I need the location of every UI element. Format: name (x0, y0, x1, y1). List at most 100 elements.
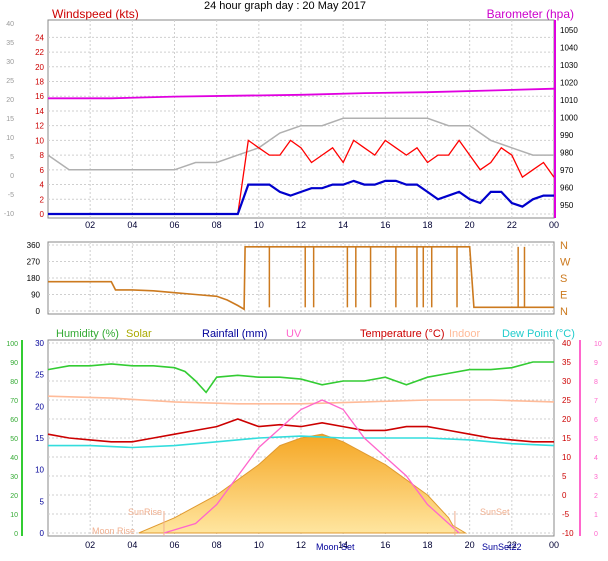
compass-label: N (560, 306, 568, 318)
y-tick-humidity: 70 (10, 398, 18, 405)
annotation-sunset: SunSet (480, 507, 510, 517)
y-tick-temp: 5 (562, 472, 567, 481)
y-tick-kts: 8 (40, 151, 45, 160)
x-tick-label: 22 (507, 540, 517, 550)
x-tick-label: 00 (549, 220, 559, 230)
y-tick-baro: 980 (560, 149, 574, 158)
x-tick-label: 20 (465, 220, 475, 230)
x-tick-label: 06 (169, 540, 179, 550)
y-tick-baro: 950 (560, 201, 574, 210)
wind-average-line (48, 179, 554, 216)
y-tick-kts: 22 (35, 48, 44, 57)
y-tick-grey: 30 (6, 59, 14, 66)
y-tick-rain: 10 (35, 466, 44, 475)
y-tick-uv: 6 (594, 417, 598, 424)
y-tick-uv: 8 (594, 379, 598, 386)
y-tick-uv: 4 (594, 455, 598, 462)
y-tick-dir: 360 (27, 241, 41, 250)
indoor-line (47, 395, 555, 405)
annotation-sunset22: SunSet22 (482, 542, 522, 552)
y-tick-uv: 10 (594, 341, 602, 348)
y-tick-kts: 12 (35, 122, 44, 131)
uv-line (163, 399, 460, 534)
x-tick-label: 12 (296, 220, 306, 230)
y-tick-uv: 2 (594, 493, 598, 500)
y-tick-humidity: 20 (10, 493, 18, 500)
legend-rainfall: Rainfall (mm) (202, 328, 267, 340)
y-tick-dir: 90 (31, 291, 40, 300)
annotation-sunrise: SunRise (128, 507, 162, 517)
y-tick-rain: 15 (35, 434, 44, 443)
y-tick-grey: 5 (10, 154, 14, 161)
y-tick-rain: 0 (40, 529, 45, 538)
legend-dewpoint: Dew Point (°C) (502, 328, 575, 340)
y-tick-grey: -10 (4, 211, 14, 218)
y-tick-dir: 270 (27, 258, 41, 267)
y-tick-grey: 0 (10, 173, 14, 180)
y-tick-temp: 25 (562, 396, 571, 405)
legend-humidity: Humidity (%) (56, 328, 119, 340)
y-tick-uv: 9 (594, 360, 598, 367)
y-tick-kts: 16 (35, 92, 44, 101)
y-tick-uv: 7 (594, 398, 598, 405)
y-tick-grey: 10 (6, 135, 14, 142)
compass-label: S (560, 273, 567, 285)
y-tick-kts: 10 (35, 136, 44, 145)
annotation-moonset: Moon Set (316, 542, 355, 552)
y-tick-temp: 20 (562, 415, 571, 424)
legend-uv: UV (286, 328, 302, 340)
y-tick-temp: -5 (562, 510, 570, 519)
y-tick-baro: 1000 (560, 114, 578, 123)
y-tick-baro: 1040 (560, 44, 578, 53)
windspeed-label: Windspeed (kts) (52, 7, 139, 21)
y-tick-kts: 2 (40, 195, 45, 204)
y-tick-baro: 1010 (560, 96, 578, 105)
y-tick-humidity: 80 (10, 379, 18, 386)
y-tick-rain: 20 (35, 402, 44, 411)
y-tick-rain: 25 (35, 371, 44, 380)
dewpoint-line (48, 435, 555, 449)
y-tick-humidity: 60 (10, 417, 18, 424)
annotation-moonrise: Moon Rise (92, 526, 135, 536)
x-tick-label: 02 (85, 540, 95, 550)
barometer-line (48, 87, 555, 100)
y-tick-humidity: 50 (10, 436, 18, 443)
x-tick-label: 22 (507, 220, 517, 230)
y-tick-baro: 1020 (560, 79, 578, 88)
x-tick-label: 06 (169, 220, 179, 230)
y-tick-temp: 30 (562, 377, 571, 386)
y-tick-uv: 3 (594, 474, 598, 481)
y-tick-kts: 24 (35, 33, 44, 42)
x-tick-label: 08 (212, 220, 222, 230)
compass-label: N (560, 240, 568, 252)
y-tick-temp: 15 (562, 434, 571, 443)
y-tick-grey: 25 (6, 78, 14, 85)
x-tick-label: 10 (254, 540, 264, 550)
legend-temperature: Temperature (°C) (360, 328, 444, 340)
y-tick-humidity: 100 (6, 341, 18, 348)
y-tick-uv: 1 (594, 512, 598, 519)
y-tick-kts: 0 (40, 210, 45, 219)
humidity-line (47, 361, 554, 394)
y-tick-humidity: 0 (14, 531, 18, 538)
y-tick-dir: 0 (36, 307, 41, 316)
y-tick-rain: 30 (35, 339, 44, 348)
grey-wind-line (47, 117, 554, 171)
x-tick-label: 00 (549, 540, 559, 550)
y-tick-uv: 5 (594, 436, 598, 443)
x-tick-label: 04 (127, 220, 137, 230)
y-tick-kts: 18 (35, 78, 44, 87)
y-tick-baro: 1030 (560, 61, 578, 70)
legend-indoor: Indoor (449, 328, 481, 340)
temperature-line (47, 418, 554, 443)
y-tick-rain: 5 (40, 497, 45, 506)
x-tick-label: 10 (254, 220, 264, 230)
y-tick-uv: 0 (594, 531, 598, 538)
x-tick-label: 14 (338, 540, 348, 550)
y-tick-baro: 990 (560, 131, 574, 140)
y-tick-baro: 1050 (560, 26, 578, 35)
y-tick-temp: 35 (562, 358, 571, 367)
y-tick-temp: 10 (562, 453, 571, 462)
x-tick-label: 04 (127, 540, 137, 550)
